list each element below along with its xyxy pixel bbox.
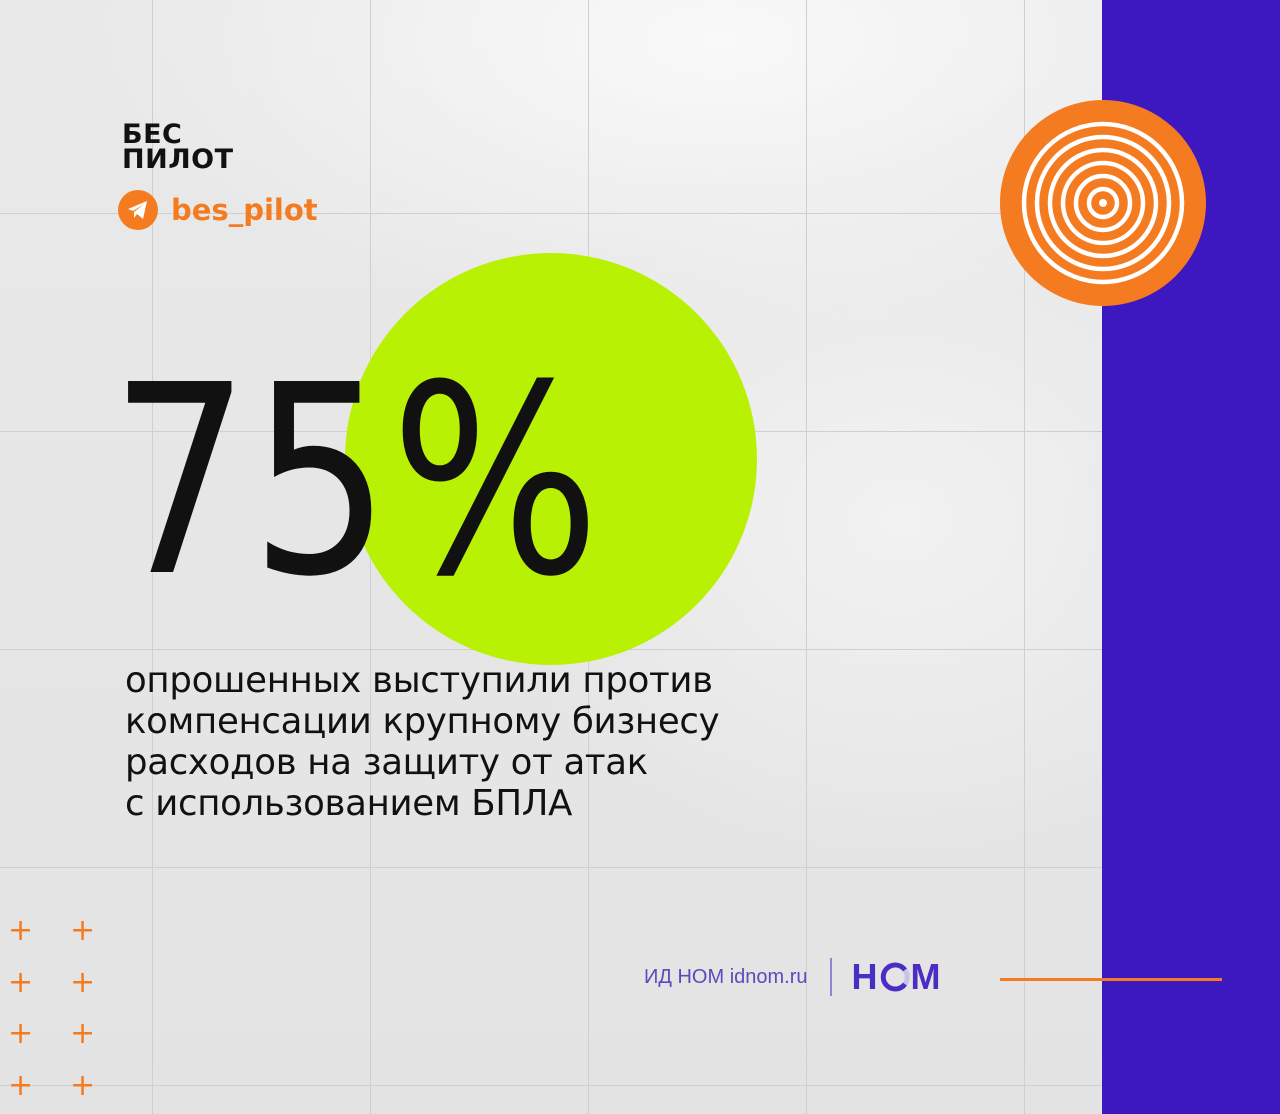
telegram-icon xyxy=(118,190,158,230)
green-highlight-circle xyxy=(345,253,757,665)
plus-decoration: + xyxy=(70,965,96,1000)
plus-decoration: + xyxy=(70,1016,96,1051)
publisher-credit[interactable]: ИД НОМ idnom.ru xyxy=(644,965,808,988)
nom-logo-ring-icon xyxy=(880,962,910,992)
caption-line: компенсации крупному бизнесу xyxy=(125,701,720,742)
caption-line: с использованием БПЛА xyxy=(125,783,573,824)
publisher-footer: ИД НОМ idnom.ru Н М xyxy=(644,956,942,998)
plus-decoration: + xyxy=(8,1068,34,1103)
caption-line: расходов на защиту от атак xyxy=(125,742,648,783)
orange-target-emblem xyxy=(1000,100,1206,306)
telegram-channel-link[interactable]: bes_pilot xyxy=(118,190,318,230)
caption-line: опрошенных выступили против xyxy=(125,660,713,701)
brand-line-2: ПИЛОТ xyxy=(122,144,234,175)
plus-decoration: + xyxy=(70,1068,96,1103)
stat-percentage: 75% xyxy=(110,365,600,585)
brand-logo: БЕС ПИЛОТ xyxy=(122,119,234,175)
plus-decoration: + xyxy=(8,965,34,1000)
footer-divider xyxy=(829,958,832,996)
telegram-handle: bes_pilot xyxy=(171,193,318,227)
plus-decoration: + xyxy=(70,913,96,948)
stat-value: 75% xyxy=(110,365,600,585)
nom-logo-letter-1: Н xyxy=(851,956,879,997)
brand-line-1: БЕС xyxy=(122,119,183,150)
plus-decoration: + xyxy=(8,913,34,948)
footer-accent-line xyxy=(1000,978,1222,981)
stat-caption: опрошенных выступили против компенсации … xyxy=(125,660,825,824)
plus-decoration: + xyxy=(8,1016,34,1051)
nom-logo-letter-2: М xyxy=(910,956,942,997)
nom-logo: Н М xyxy=(852,956,942,998)
